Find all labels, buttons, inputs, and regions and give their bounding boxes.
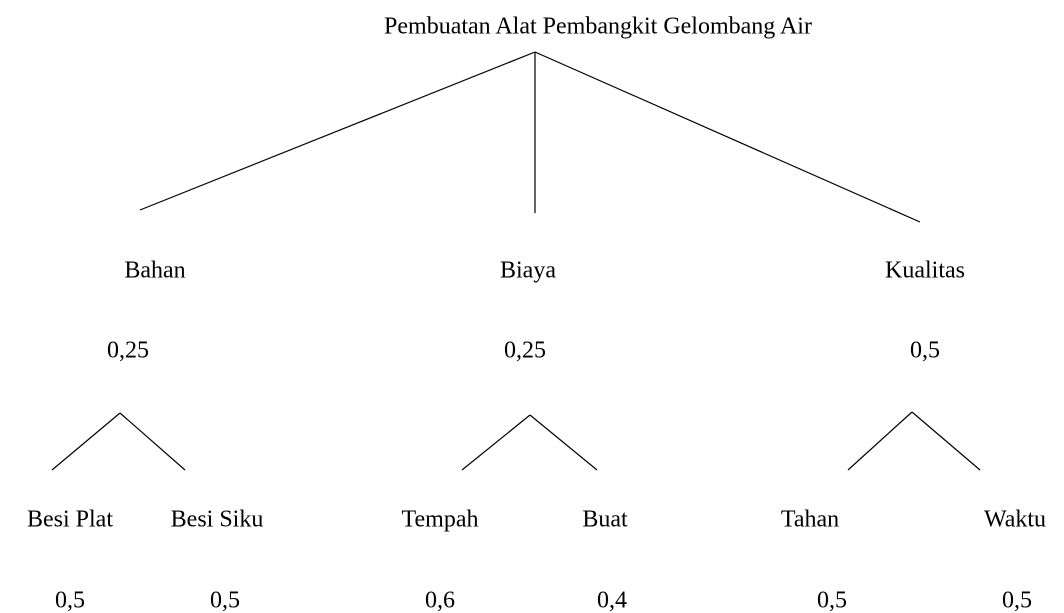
connector — [847, 411, 913, 471]
leaf-label: Besi Plat — [27, 507, 113, 533]
node-label: Biaya — [500, 258, 556, 284]
leaf-weight: 0,5 — [55, 588, 85, 613]
leaf-label: Tahan — [781, 507, 839, 533]
leaf-weight: 0,4 — [597, 588, 627, 613]
connector — [529, 414, 598, 471]
connector — [911, 411, 981, 471]
leaf-weight: 0,5 — [210, 588, 240, 613]
connector — [139, 51, 536, 211]
leaf-weight: 0,5 — [817, 588, 847, 613]
leaf-label: Waktu — [984, 507, 1046, 533]
node-weight: 0,25 — [107, 338, 149, 364]
leaf-weight: 0,6 — [425, 588, 455, 613]
connector — [51, 412, 121, 471]
node-label: Kualitas — [885, 258, 965, 284]
node-weight: 0,25 — [504, 338, 546, 364]
root-title: Pembuatan Alat Pembangkit Gelombang Air — [384, 14, 812, 40]
connector — [461, 414, 531, 471]
node-label: Bahan — [124, 258, 185, 284]
connector — [534, 51, 921, 223]
connector — [119, 412, 186, 471]
leaf-label: Besi Siku — [171, 507, 264, 533]
node-weight: 0,5 — [910, 338, 940, 364]
leaf-label: Tempah — [402, 507, 479, 533]
leaf-weight: 0,5 — [1002, 588, 1032, 613]
leaf-label: Buat — [582, 507, 628, 533]
